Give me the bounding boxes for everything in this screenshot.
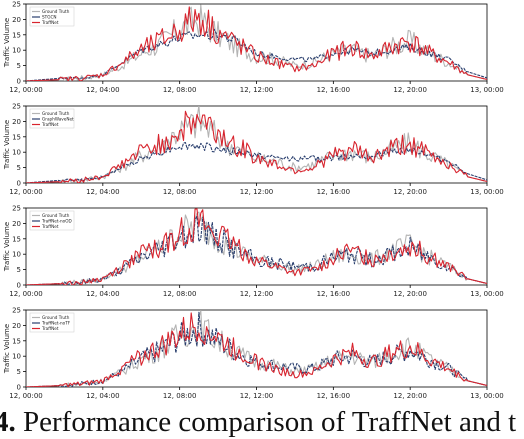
y-axis-label: Traffic Volume bbox=[3, 324, 11, 374]
legend-label: TraffNet-noTF bbox=[41, 321, 71, 326]
x-tick-label: 12, 04:00 bbox=[86, 86, 120, 94]
series-line-traffnet bbox=[26, 312, 487, 387]
series-line-ground-truth bbox=[26, 106, 487, 183]
x-tick-label: 12, 12:00 bbox=[240, 392, 274, 400]
series-line-traffnet-notf bbox=[26, 311, 487, 387]
legend-box bbox=[29, 210, 75, 231]
x-tick-label: 13, 00:00 bbox=[470, 392, 504, 400]
plot-frame bbox=[25, 309, 488, 388]
x-tick-label: 12, 20:00 bbox=[393, 290, 427, 298]
x-tick-label: 12, 12:00 bbox=[240, 188, 274, 196]
y-tick-label: 5 bbox=[17, 62, 21, 70]
x-tick-label: 12, 00:00 bbox=[9, 392, 43, 400]
y-tick-label: 5 bbox=[17, 368, 21, 376]
series-line-ground-truth bbox=[26, 211, 487, 285]
series-line-traffnet bbox=[26, 208, 487, 285]
x-tick-label: 12, 16:00 bbox=[317, 290, 351, 298]
legend-label: TraffNet-noOD bbox=[41, 219, 72, 224]
x-tick-label: 12, 08:00 bbox=[163, 290, 197, 298]
y-tick-label: 15 bbox=[12, 31, 21, 39]
chart-panel-1: 0 5 10 15 20 25 12, 00:00 12, 04:00 12, 08:00 12,… bbox=[3, 1, 504, 95]
x-tick-label: 13, 00:00 bbox=[470, 188, 504, 196]
x-tick-label: 12, 08:00 bbox=[163, 392, 197, 400]
x-tick-label: 12, 16:00 bbox=[317, 188, 351, 196]
y-tick-label: 15 bbox=[12, 337, 21, 345]
y-axis-label: Traffic Volume bbox=[3, 18, 11, 68]
x-tick-label: 12, 00:00 bbox=[9, 290, 43, 298]
series-line-ground-truth bbox=[26, 310, 487, 387]
legend-label: TraffNet bbox=[41, 20, 59, 25]
y-tick-label: 20 bbox=[12, 220, 21, 228]
y-tick-label: 20 bbox=[12, 322, 21, 330]
legend-label: STGCN bbox=[42, 15, 57, 20]
chart-panel-3: 0 5 10 15 20 25 12, 00:00 12, 04:00 12, 08:00 12,… bbox=[3, 205, 504, 299]
series-line-traffnet-nood bbox=[26, 215, 487, 285]
x-tick-label: 12, 00:00 bbox=[9, 86, 43, 94]
y-tick-label: 5 bbox=[17, 164, 21, 172]
y-tick-label: 25 bbox=[12, 1, 21, 9]
x-tick-label: 12, 20:00 bbox=[393, 188, 427, 196]
chart-panel-4: 0 5 10 15 20 25 12, 00:00 12, 04:00 12, 08:00 12,… bbox=[3, 307, 504, 401]
legend-label: TraffNet bbox=[41, 224, 59, 229]
caption-number: 4. bbox=[0, 406, 16, 438]
y-tick-label: 20 bbox=[12, 16, 21, 24]
legend-box bbox=[29, 312, 75, 333]
y-tick-label: 0 bbox=[17, 180, 21, 188]
x-tick-label: 12, 08:00 bbox=[163, 188, 197, 196]
x-tick-label: 12, 04:00 bbox=[86, 188, 120, 196]
y-tick-label: 15 bbox=[12, 133, 21, 141]
x-tick-label: 12, 12:00 bbox=[240, 86, 274, 94]
legend-label: Ground Truth bbox=[42, 213, 70, 218]
y-tick-label: 10 bbox=[12, 251, 21, 259]
series-line-traffnet bbox=[26, 6, 487, 81]
figure-caption: 4. Performance comparison of TraffNet an… bbox=[0, 406, 516, 439]
y-tick-label: 10 bbox=[12, 149, 21, 157]
x-tick-label: 13, 00:00 bbox=[470, 290, 504, 298]
legend-box bbox=[29, 108, 75, 129]
legend-box bbox=[29, 6, 75, 27]
x-tick-label: 12, 04:00 bbox=[86, 392, 120, 400]
x-tick-label: 12, 16:00 bbox=[317, 86, 351, 94]
legend-label: TraffNet bbox=[41, 326, 59, 331]
x-tick-label: 12, 20:00 bbox=[393, 392, 427, 400]
x-tick-label: 12, 04:00 bbox=[86, 290, 120, 298]
y-axis-label: Traffic Volume bbox=[3, 120, 11, 170]
y-tick-label: 15 bbox=[12, 235, 21, 243]
y-tick-label: 0 bbox=[17, 282, 21, 290]
legend-label: Ground Truth bbox=[42, 315, 70, 320]
y-tick-label: 20 bbox=[12, 118, 21, 126]
chart-panel-2: 0 5 10 15 20 25 12, 00:00 12, 04:00 12, 08:00 12,… bbox=[3, 103, 504, 197]
y-tick-label: 10 bbox=[12, 353, 21, 361]
x-tick-label: 12, 00:00 bbox=[9, 188, 43, 196]
x-tick-label: 12, 16:00 bbox=[317, 392, 351, 400]
series-line-traffnet bbox=[26, 110, 487, 183]
y-tick-label: 0 bbox=[17, 78, 21, 86]
y-axis-label: Traffic Volume bbox=[3, 222, 11, 272]
legend-label: GraphWaveNet bbox=[42, 117, 74, 122]
y-tick-label: 25 bbox=[12, 307, 21, 315]
legend-label: Ground Truth bbox=[42, 111, 70, 116]
x-tick-label: 12, 08:00 bbox=[163, 86, 197, 94]
y-tick-label: 25 bbox=[12, 103, 21, 111]
y-tick-label: 0 bbox=[17, 384, 21, 392]
legend-label: TraffNet bbox=[41, 122, 59, 127]
x-tick-label: 13, 00:00 bbox=[470, 86, 504, 94]
legend-label: Ground Truth bbox=[42, 9, 70, 14]
x-tick-label: 12, 12:00 bbox=[240, 290, 274, 298]
y-tick-label: 25 bbox=[12, 205, 21, 213]
y-tick-label: 5 bbox=[17, 266, 21, 274]
series-line-stgcn bbox=[26, 28, 487, 81]
caption-text: Performance comparison of TraffNet and t bbox=[23, 406, 517, 438]
figure: 0 5 10 15 20 25 12, 00:00 12, 04:00 12, 08:00 12,… bbox=[3, 1, 504, 401]
y-tick-label: 10 bbox=[12, 47, 21, 55]
x-tick-label: 12, 20:00 bbox=[393, 86, 427, 94]
